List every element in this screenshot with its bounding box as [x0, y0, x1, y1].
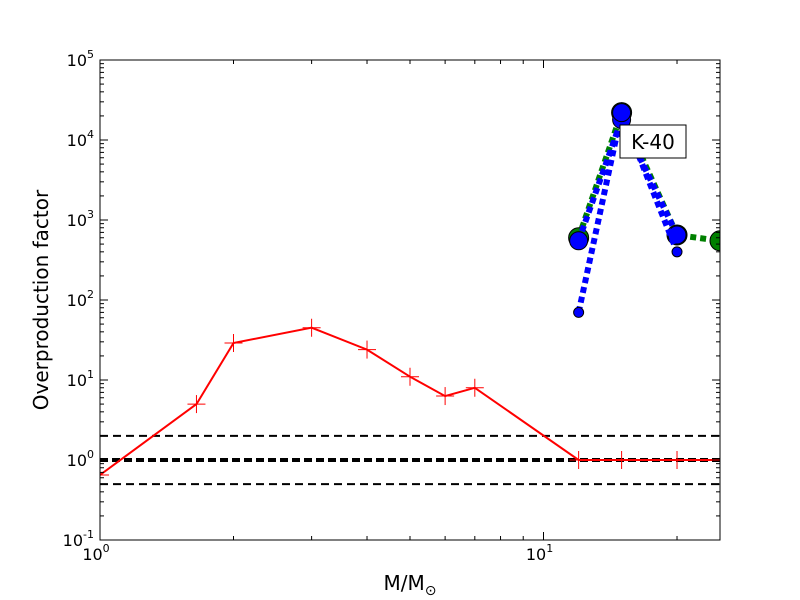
- series-0-point: [668, 451, 687, 469]
- series-0-point: [100, 465, 109, 484]
- y-tick-label: 103: [67, 208, 94, 230]
- series-0-point: [465, 378, 484, 397]
- y-tick-label: 102: [67, 288, 94, 310]
- series-2-point: [569, 231, 589, 251]
- x-axis-title-main: M/M: [384, 571, 425, 595]
- series-3-point: [671, 246, 683, 258]
- x-axis-title: M/M⊙: [384, 571, 437, 599]
- y-tick-label: 104: [67, 128, 94, 150]
- series-1-peak-ring: [612, 103, 632, 123]
- y-tick-label: 100: [67, 448, 94, 470]
- x-tick-label: 101: [526, 542, 553, 564]
- annotation-k40: K-40: [619, 124, 687, 159]
- series-0-point: [302, 318, 321, 337]
- x-tick-label: 100: [82, 542, 109, 564]
- series-0-point: [436, 387, 455, 406]
- series-0-point: [187, 395, 206, 414]
- series-0-line: [100, 326, 720, 476]
- series-0-point: [612, 451, 631, 469]
- series-0-point: [569, 451, 588, 469]
- series-2-line: [575, 111, 680, 242]
- x-axis-title-sub: ⊙: [425, 583, 437, 599]
- annotation-box: [619, 124, 687, 159]
- annotation-label: K-40: [631, 130, 675, 154]
- y-axis-title: Overproduction factor: [29, 189, 53, 410]
- y-tick-label: 10-1: [63, 528, 94, 550]
- series-0-point: [358, 340, 377, 359]
- series-0-point: [401, 367, 419, 386]
- y-tick-label: 105: [67, 48, 94, 70]
- y-tick-label: 101: [67, 368, 94, 390]
- series-0-point: [224, 334, 243, 353]
- series-1-point: [709, 230, 720, 252]
- series-3-point: [573, 306, 585, 318]
